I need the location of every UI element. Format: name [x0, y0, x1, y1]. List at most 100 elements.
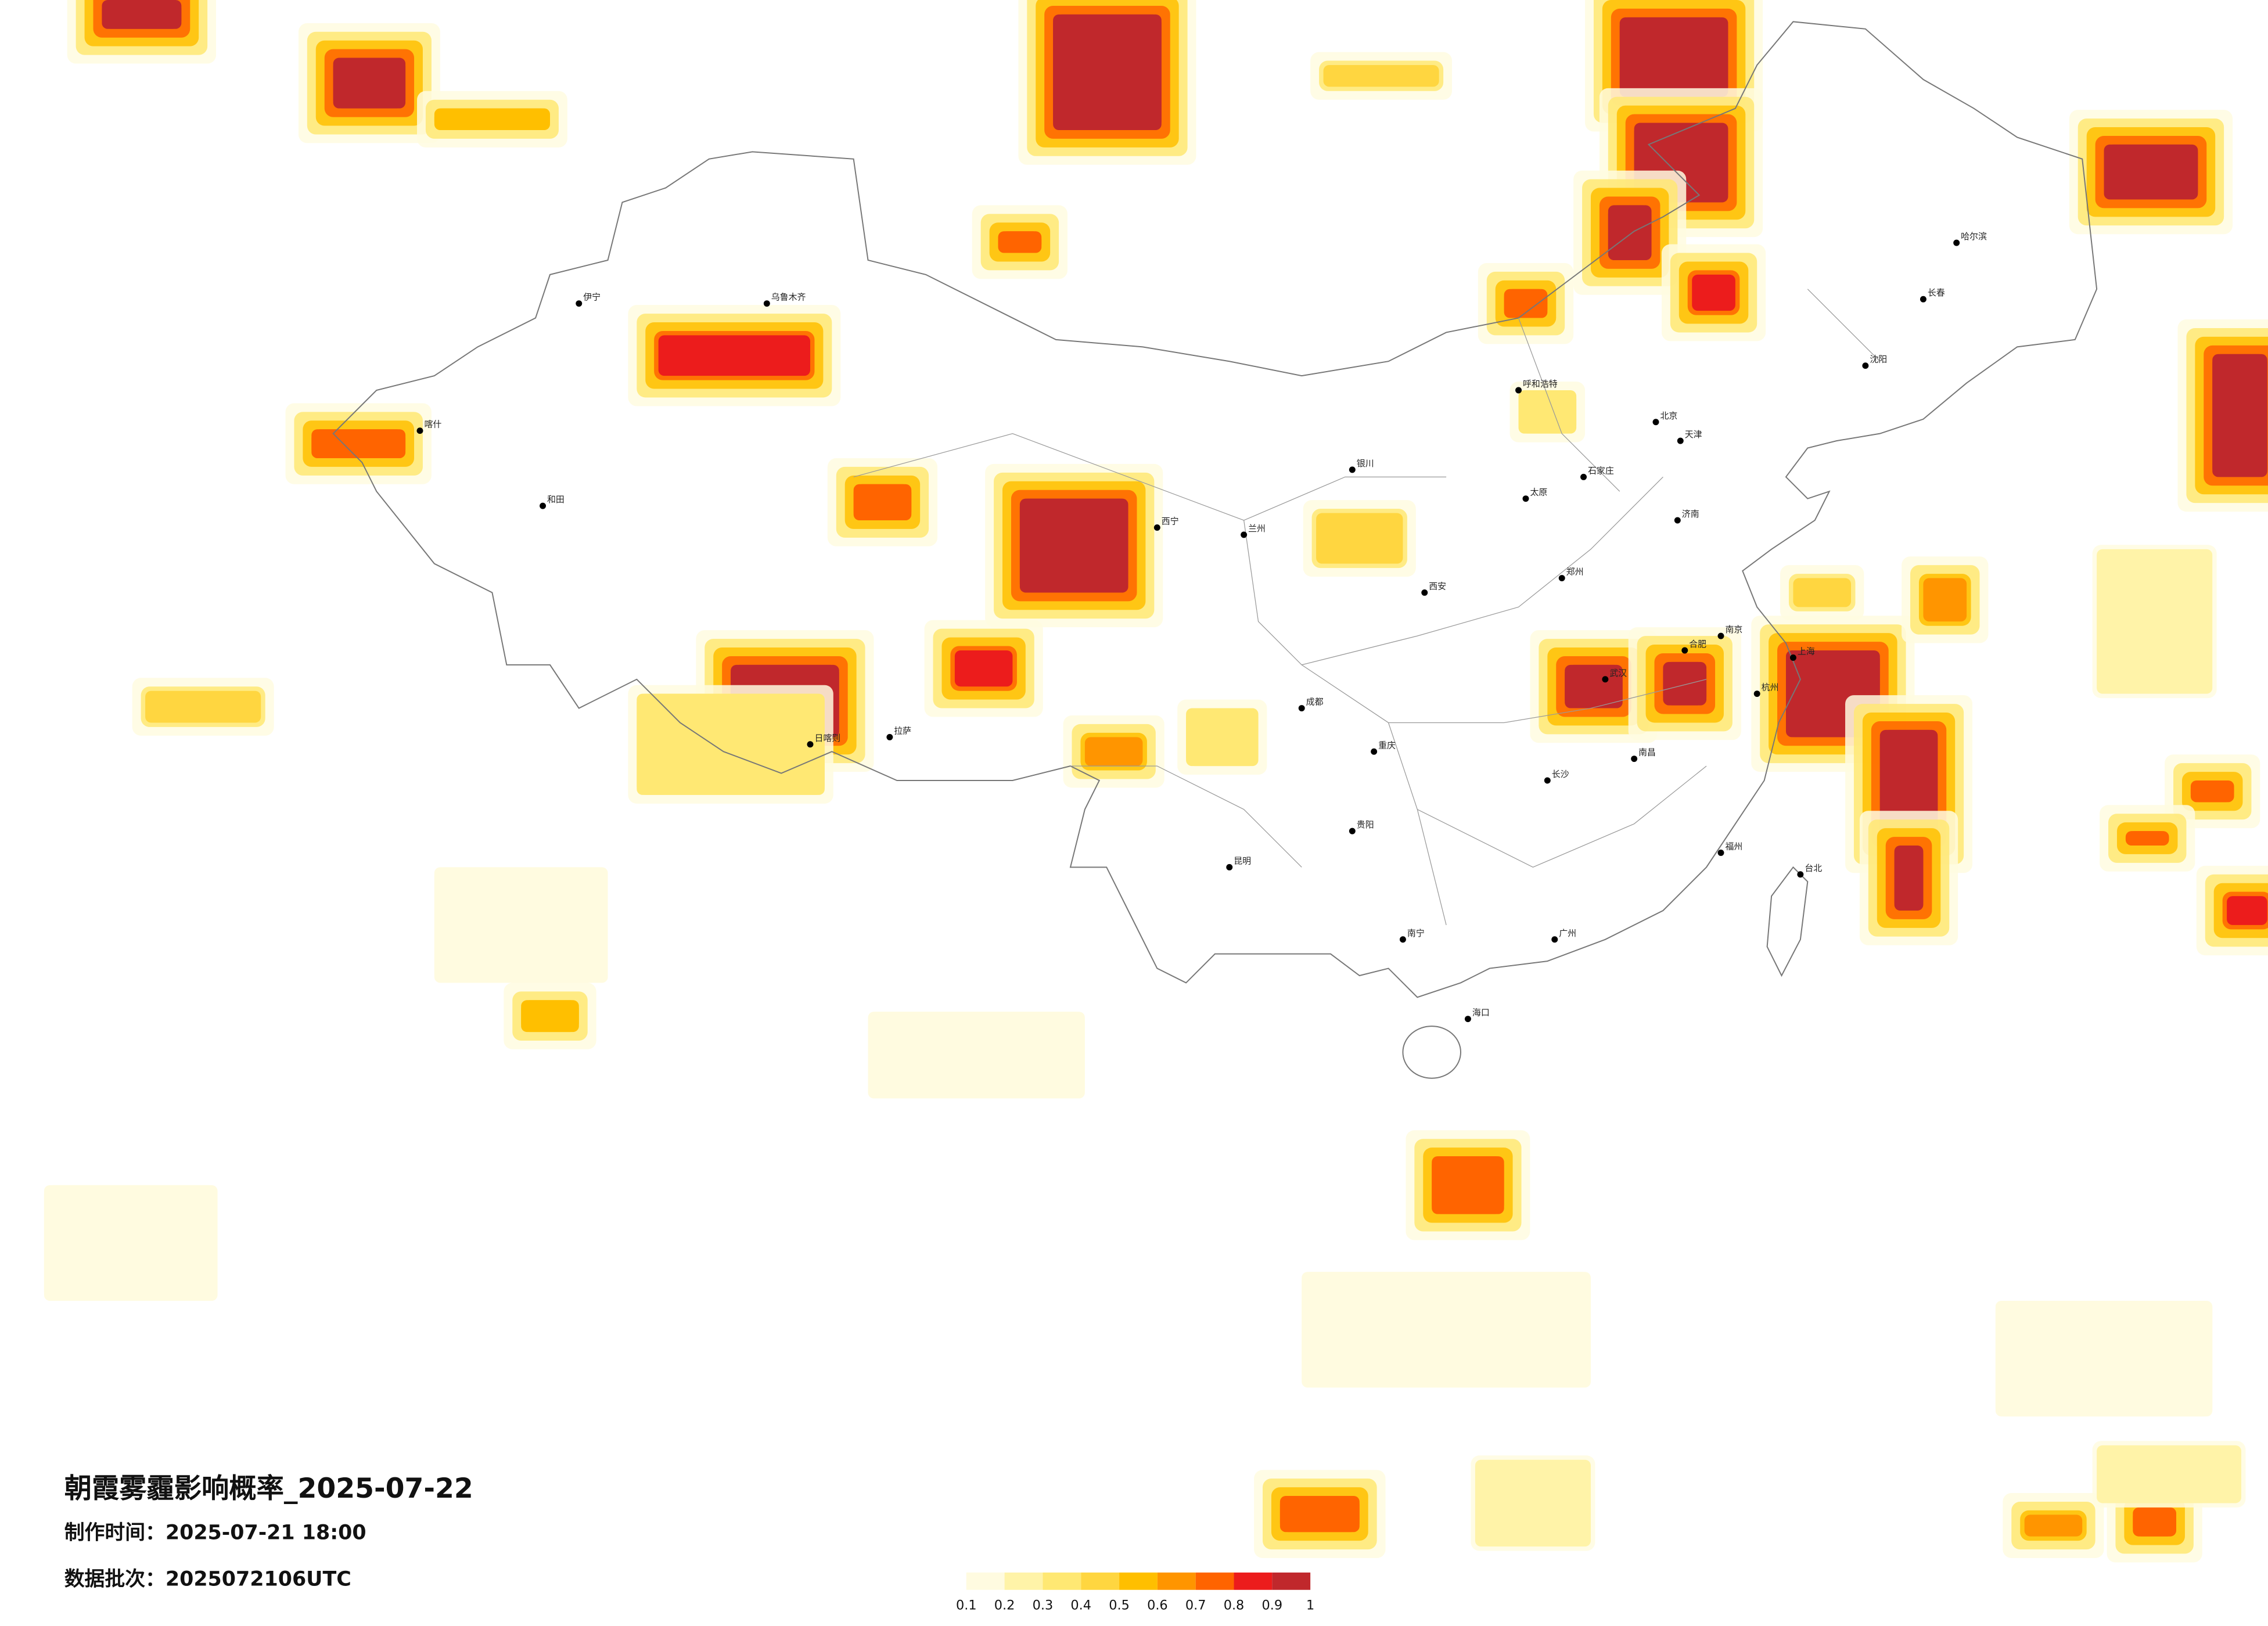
- heat-patch: [637, 693, 825, 795]
- legend-tick-label: 1: [1306, 1598, 1314, 1613]
- heat-patch: [1608, 205, 1652, 260]
- city-label: 福州: [1725, 841, 1742, 851]
- heat-patch: [102, 0, 182, 29]
- city-label: 和田: [547, 494, 565, 505]
- city-marker: [1349, 828, 1356, 834]
- heat-patch: [868, 1012, 1085, 1099]
- city-label: 石家庄: [1588, 465, 1614, 476]
- city-label: 广州: [1559, 928, 1576, 938]
- city-marker: [807, 741, 814, 748]
- map-title: 朝霞雾霾影响概率_2025-07-22: [64, 1473, 473, 1505]
- heat-patch: [1518, 390, 1577, 434]
- legend-swatch: [1234, 1572, 1273, 1590]
- heat-patch: [44, 1185, 218, 1301]
- city-label: 日喀则: [814, 733, 840, 743]
- heat-patch: [2190, 780, 2234, 803]
- city-label: 长沙: [1552, 769, 1569, 779]
- heat-patch: [1504, 289, 1548, 318]
- heat-patch: [954, 650, 1013, 687]
- city-label: 昆明: [1234, 855, 1251, 866]
- heat-layer: [44, 0, 2268, 1563]
- taiwan-outline: [1766, 866, 1809, 977]
- city-marker: [416, 427, 423, 434]
- city-label: 重庆: [1378, 740, 1396, 750]
- city-marker: [1399, 936, 1406, 943]
- heat-patch: [434, 108, 550, 130]
- city-label: 郑州: [1566, 567, 1584, 577]
- city-label: 南宁: [1407, 928, 1425, 938]
- city-marker: [1226, 864, 1233, 870]
- heat-patch: [1475, 1459, 1591, 1547]
- city-marker: [886, 733, 893, 740]
- city-marker: [1862, 362, 1869, 369]
- heat-patch: [1302, 1272, 1591, 1388]
- heat-patch: [2024, 1515, 2083, 1537]
- legend-tick-label: 0.5: [1109, 1598, 1130, 1613]
- city-label: 南京: [1725, 624, 1742, 635]
- legend-swatch: [1081, 1572, 1120, 1590]
- data-batch: 数据批次：2025072106UTC: [64, 1567, 351, 1591]
- heat-patch: [2227, 896, 2267, 925]
- city-marker: [576, 300, 583, 307]
- heat-patch: [853, 484, 912, 520]
- heat-patch: [1186, 708, 1259, 767]
- city-marker: [1298, 705, 1305, 712]
- city-label: 贵阳: [1357, 819, 1374, 830]
- city-label: 哈尔滨: [1961, 231, 1987, 242]
- city-marker: [1551, 936, 1558, 943]
- city-label: 沈阳: [1870, 354, 1887, 365]
- city-marker: [1953, 239, 1960, 246]
- city-marker: [1522, 495, 1529, 502]
- city-marker: [1717, 632, 1724, 639]
- city-marker: [1631, 756, 1638, 762]
- heat-patch: [1692, 274, 1735, 311]
- city-marker: [1789, 654, 1796, 661]
- city-marker: [1515, 387, 1522, 394]
- city-label: 太原: [1530, 487, 1547, 498]
- city-label: 天津: [1685, 429, 1702, 440]
- city-marker: [1580, 473, 1587, 480]
- heat-patch: [2104, 144, 2198, 200]
- heat-patch: [1894, 846, 1924, 911]
- city-marker: [1652, 419, 1659, 426]
- city-label: 上海: [1798, 646, 1815, 656]
- city-label: 乌鲁木齐: [771, 292, 806, 303]
- heat-patch: [1995, 1301, 2213, 1417]
- city-label: 杭州: [1762, 682, 1779, 693]
- heat-patch: [145, 690, 261, 723]
- legend-swatch: [1272, 1572, 1311, 1590]
- heat-patch: [521, 1000, 579, 1033]
- legend-tick-label: 0.2: [994, 1598, 1015, 1613]
- city-label: 伊宁: [583, 292, 601, 303]
- heat-patch: [658, 335, 810, 376]
- city-marker: [1681, 647, 1688, 654]
- heat-patch: [1793, 578, 1851, 607]
- heat-patch: [1323, 65, 1439, 87]
- city-label: 银川: [1357, 458, 1374, 469]
- city-marker: [1602, 676, 1609, 683]
- heat-patch: [2097, 549, 2213, 694]
- city-marker: [1153, 524, 1160, 531]
- legend-tick-label: 0.4: [1070, 1598, 1091, 1613]
- legend-tick-label: 0.1: [956, 1598, 977, 1613]
- city-marker: [1371, 748, 1378, 755]
- heat-patch: [1663, 661, 1707, 706]
- city-marker: [1753, 690, 1760, 697]
- city-marker: [1464, 1016, 1471, 1023]
- city-label: 喀什: [424, 419, 441, 430]
- heat-patch: [2125, 831, 2169, 846]
- heat-patch: [311, 429, 406, 458]
- heat-patch: [333, 57, 406, 109]
- city-label: 长春: [1928, 287, 1945, 298]
- country-outline: [332, 21, 2098, 998]
- city-label: 兰州: [1248, 523, 1266, 534]
- city-label: 北京: [1660, 411, 1677, 421]
- city-marker: [1349, 466, 1356, 473]
- legend-tick-label: 0.9: [1262, 1598, 1283, 1613]
- city-marker: [1674, 517, 1681, 524]
- city-marker: [1421, 589, 1428, 596]
- legend-tick-label: 0.3: [1033, 1598, 1054, 1613]
